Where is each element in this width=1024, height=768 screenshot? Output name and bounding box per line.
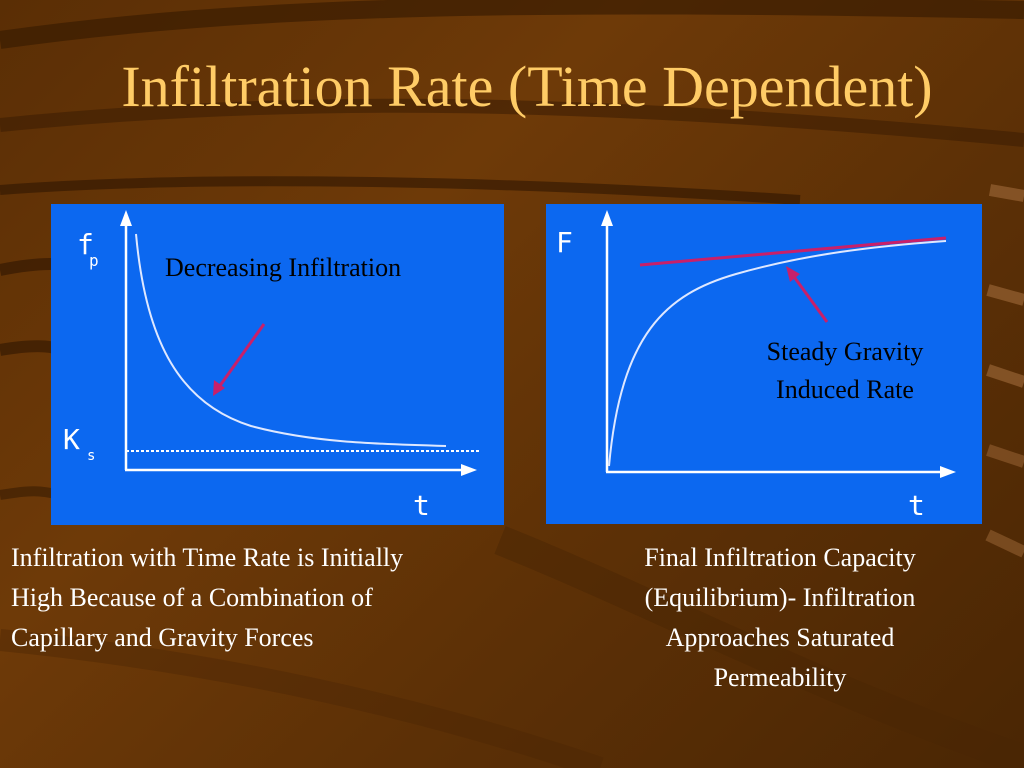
steady-gravity-label-line2: Induced Rate	[776, 375, 914, 404]
left-caption-line: Capillary and Gravity Forces	[11, 623, 314, 652]
steady-gravity-label: Steady Gravity Induced Rate	[735, 333, 955, 409]
steady-gravity-label-line1: Steady Gravity	[766, 337, 924, 366]
y-axis-arrowhead	[120, 210, 132, 226]
arrow-pink	[786, 266, 829, 323]
x-axis-label: t	[908, 489, 925, 522]
infiltration-rate-graph: f p K s t	[51, 204, 504, 525]
x-axis-label: t	[413, 489, 430, 522]
y-axis-label: f	[77, 228, 94, 261]
decreasing-infiltration-label: Decreasing Infiltration	[165, 253, 402, 282]
cumulative-curve	[608, 240, 947, 467]
x-axis-arrowhead	[461, 464, 477, 476]
y-axis-label-sub: p	[89, 251, 99, 270]
right-caption-line: Approaches Saturated	[665, 623, 895, 652]
left-caption: Infiltration with Time Rate is Initially…	[11, 538, 541, 658]
cumulative-infiltration-plot: F t	[556, 210, 956, 522]
y-axis-label: F	[556, 226, 573, 259]
right-caption-line: Permeability	[713, 663, 847, 692]
right-caption-line: Final Infiltration Capacity	[644, 543, 916, 572]
ks-label: K	[63, 423, 80, 456]
steady-rate-line	[639, 236, 947, 267]
left-caption-line: Infiltration with Time Rate is Initially	[11, 543, 404, 572]
cumulative-infiltration-graph: F t	[546, 204, 982, 524]
arrow-pink	[213, 323, 266, 396]
infiltration-rate-plot: f p K s t	[63, 210, 481, 522]
right-caption: Final Infiltration Capacity (Equilibrium…	[580, 538, 980, 698]
ks-label-sub: s	[87, 448, 95, 464]
left-caption-line: High Because of a Combination of	[11, 583, 373, 612]
x-axis-arrowhead	[940, 466, 956, 478]
right-caption-line: (Equilibrium)- Infiltration	[644, 583, 916, 612]
decay-curve	[135, 233, 447, 447]
y-axis-arrowhead	[601, 210, 613, 226]
slide-title: Infiltration Rate (Time Dependent)	[121, 54, 933, 119]
